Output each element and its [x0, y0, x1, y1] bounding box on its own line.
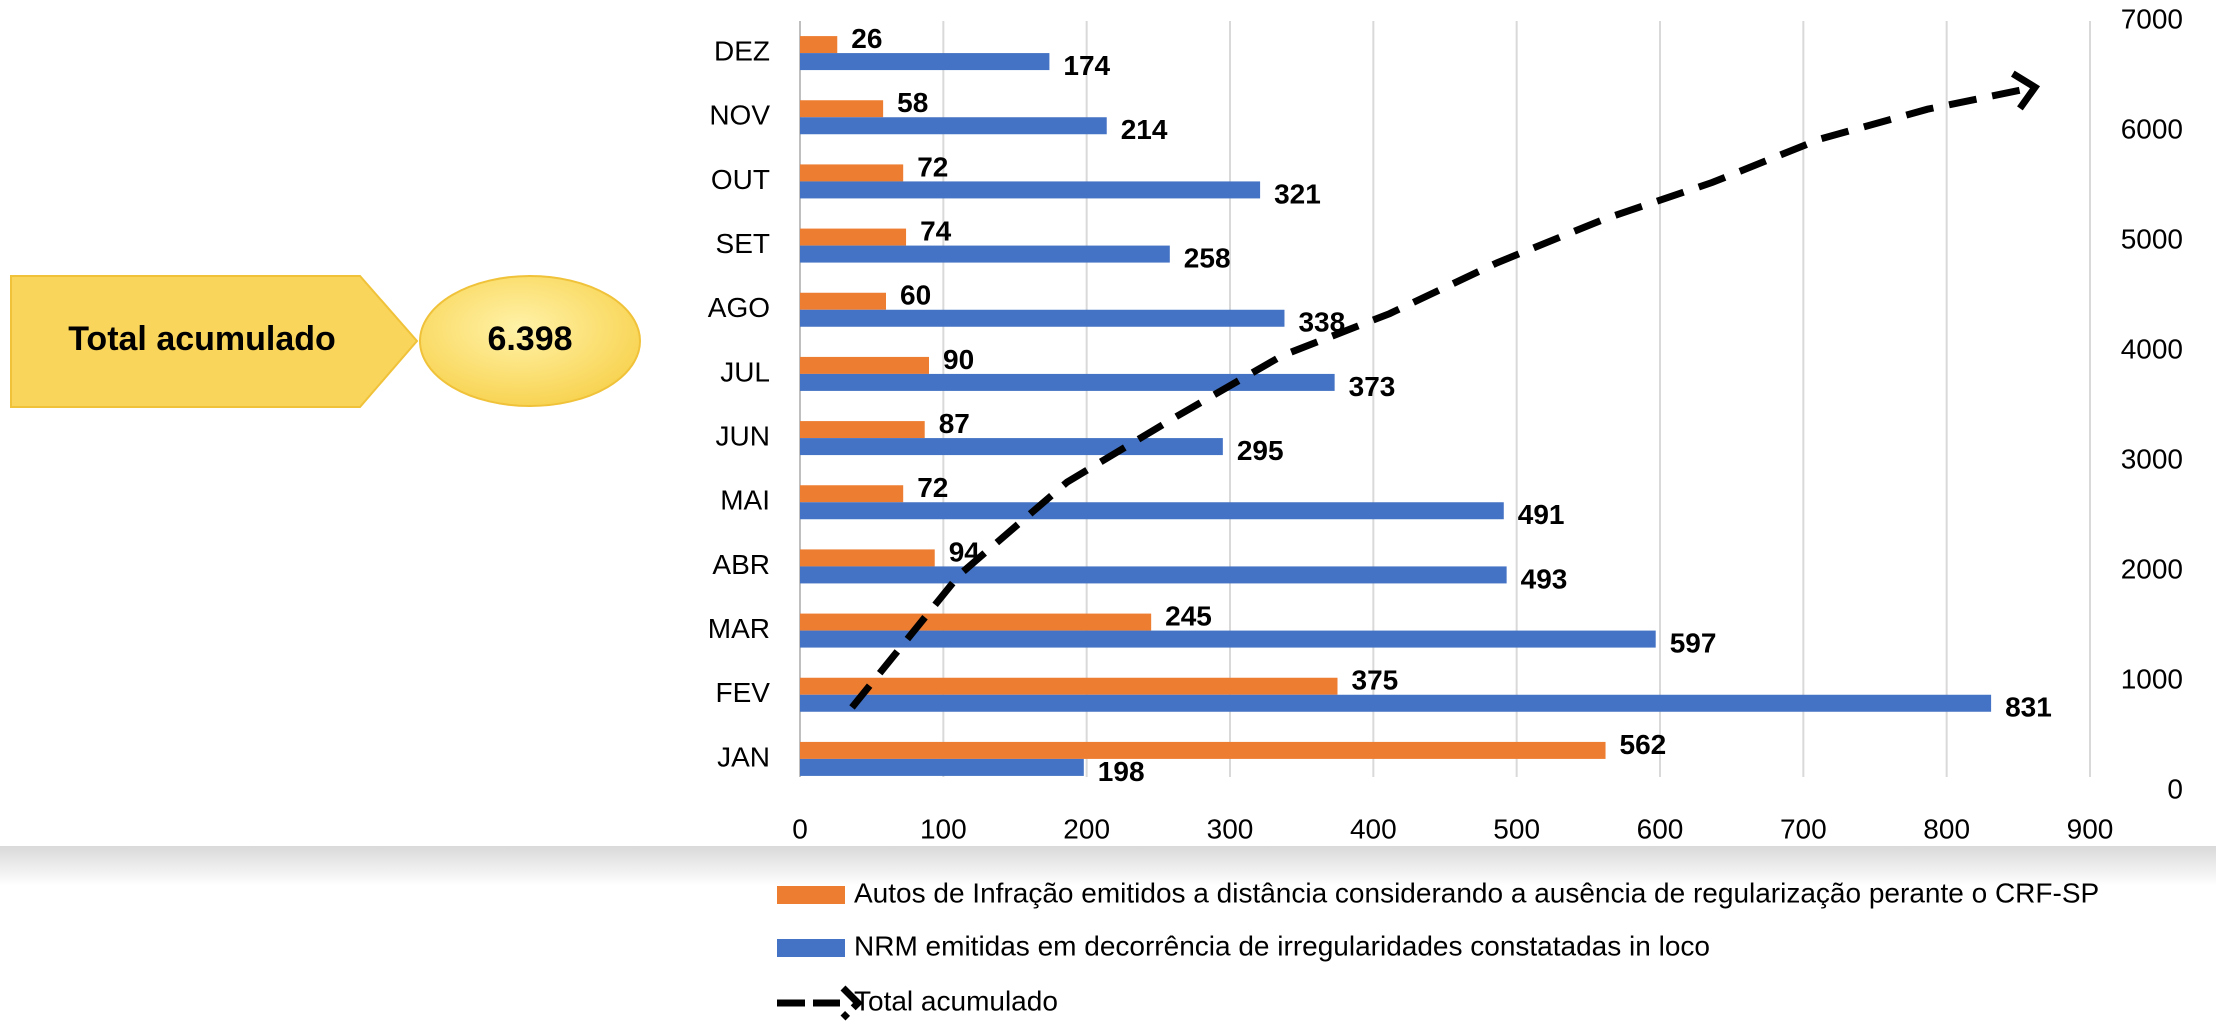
arrow-head	[2010, 70, 2041, 111]
data-label: 60	[900, 280, 931, 311]
data-label: 373	[1349, 371, 1396, 402]
y-tick-label: JUL	[720, 356, 770, 387]
data-label: 597	[1670, 627, 1717, 658]
bar	[800, 549, 935, 567]
y2-tick-label: 1000	[2121, 663, 2183, 694]
y-tick-label: DEZ	[714, 35, 770, 66]
callout-label: Total acumulado	[68, 320, 336, 358]
bar	[800, 292, 886, 310]
data-label: 198	[1098, 756, 1145, 787]
bar	[800, 421, 925, 439]
x-tick-label: 0	[792, 813, 808, 844]
data-label: 26	[851, 23, 882, 54]
bar	[800, 373, 1335, 391]
y2-tick-label: 7000	[2121, 3, 2183, 34]
y-tick-label: OUT	[711, 164, 770, 195]
data-label: 258	[1184, 242, 1231, 273]
bar	[800, 117, 1107, 135]
x-tick-label: 500	[1493, 813, 1540, 844]
legend-label: Autos de Infração emitidos a distância c…	[854, 877, 2099, 908]
y2-tick-label: 2000	[2121, 553, 2183, 584]
bar	[800, 356, 929, 374]
legend-swatch	[777, 886, 845, 904]
data-label: 174	[1063, 50, 1110, 81]
line	[849, 83, 2036, 710]
bar	[800, 100, 884, 118]
y-tick-label: MAI	[720, 485, 770, 516]
x-tick-label: 100	[920, 813, 967, 844]
legend-band	[0, 846, 2216, 886]
callout-oval	[419, 275, 641, 407]
y2-tick-label: 6000	[2121, 113, 2183, 144]
data-label: 493	[1521, 563, 1568, 594]
data-label: 87	[939, 408, 970, 439]
y-tick-label: FEV	[716, 677, 771, 708]
bar	[800, 677, 1338, 695]
bar	[800, 36, 838, 54]
x-tick-label: 600	[1637, 813, 1684, 844]
x-tick-label: 900	[2067, 813, 2114, 844]
x-tick-label: 400	[1350, 813, 1397, 844]
y-tick-label: JUN	[716, 420, 770, 451]
bar	[800, 164, 904, 182]
y2-tick-label: 3000	[2121, 443, 2183, 474]
callout-box	[10, 275, 419, 408]
y-tick-label: ABR	[712, 549, 770, 580]
x-tick-label: 800	[1923, 813, 1970, 844]
callout-value: 6.398	[487, 320, 572, 358]
x-tick-label: 700	[1780, 813, 1827, 844]
legend-label: NRM emitidas em decorrência de irregular…	[854, 930, 1710, 961]
bar	[800, 566, 1507, 584]
bar	[800, 613, 1152, 631]
data-label: 58	[897, 87, 928, 118]
y-tick-label: MAR	[708, 613, 770, 644]
y2-tick-label: 4000	[2121, 333, 2183, 364]
data-label: 491	[1518, 499, 1565, 530]
data-label: 72	[917, 151, 948, 182]
x-tick-label: 300	[1207, 813, 1254, 844]
bar	[800, 181, 1261, 199]
bar	[800, 245, 1170, 263]
bar	[800, 741, 1606, 759]
data-label: 321	[1274, 178, 1321, 209]
y-tick-label: AGO	[708, 292, 770, 323]
bar	[800, 694, 1992, 712]
y-tick-label: NOV	[709, 100, 770, 131]
data-label: 831	[2005, 692, 2052, 723]
data-label: 74	[920, 215, 952, 246]
legend-line-swatch	[777, 985, 863, 1021]
legend-label: Total acumulado	[854, 985, 1058, 1016]
bar	[800, 438, 1223, 456]
bar	[800, 485, 904, 503]
y2-tick-label: 5000	[2121, 223, 2183, 254]
bar	[800, 309, 1285, 327]
data-label: 90	[943, 344, 974, 375]
y2-tick-label: 0	[2167, 773, 2183, 804]
legend	[777, 985, 863, 1021]
data-label: 295	[1237, 435, 1284, 466]
x-tick-label: 200	[1063, 813, 1110, 844]
bar	[800, 758, 1084, 776]
bar	[800, 53, 1050, 71]
data-label: 375	[1352, 665, 1399, 696]
data-label: 214	[1121, 114, 1168, 145]
data-label: 562	[1620, 729, 1667, 760]
y-tick-label: SET	[716, 228, 770, 259]
bar	[800, 502, 1504, 520]
y-tick-label: JAN	[717, 741, 770, 772]
bar	[800, 630, 1656, 648]
legend-swatch	[777, 939, 845, 957]
data-label: 72	[917, 472, 948, 503]
data-label: 245	[1165, 600, 1212, 631]
bar	[800, 228, 907, 246]
